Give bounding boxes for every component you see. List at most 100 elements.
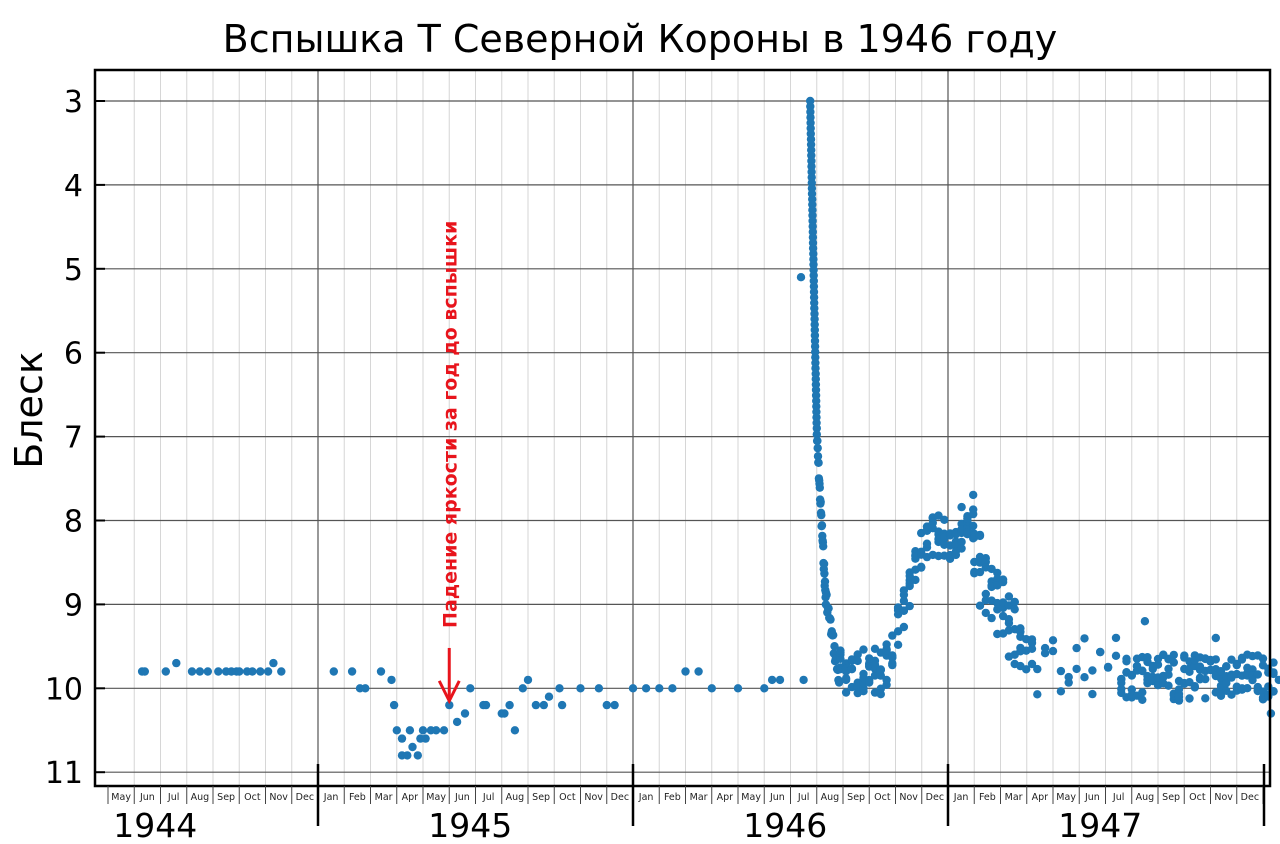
data-point: [140, 667, 149, 676]
data-point: [957, 502, 966, 512]
data-point: [963, 514, 972, 523]
data-point: [1164, 670, 1173, 679]
data-point: [951, 550, 961, 560]
data-point: [882, 680, 891, 689]
data-point: [847, 664, 857, 673]
month-label: Jan: [323, 792, 339, 803]
month-label: Aug: [821, 792, 840, 803]
data-point: [361, 684, 370, 693]
data-point: [816, 497, 825, 507]
data-point: [911, 575, 920, 585]
month-label: Feb: [664, 792, 681, 803]
data-point: [859, 645, 868, 654]
data-point: [187, 667, 197, 676]
data-point: [466, 684, 475, 693]
month-label: Oct: [559, 792, 576, 803]
month-label: Sep: [532, 792, 550, 803]
data-point: [421, 734, 430, 743]
data-point: [893, 640, 903, 649]
data-point: [452, 717, 462, 727]
month-label: Dec: [296, 792, 314, 803]
data-point: [1056, 687, 1066, 696]
y-tick-label: 11: [45, 756, 83, 791]
data-point: [518, 684, 527, 693]
data-point: [829, 630, 838, 640]
data-point: [815, 483, 824, 492]
year-axis: 1944 1945 1946 1947: [113, 764, 1266, 844]
month-label: Jun: [1084, 792, 1100, 803]
data-point: [1138, 688, 1147, 697]
month-label: Mar: [1005, 792, 1023, 803]
data-point: [1201, 694, 1210, 703]
data-point: [439, 726, 449, 735]
data-point: [460, 709, 470, 718]
data-point: [1138, 666, 1147, 675]
data-point: [853, 650, 862, 659]
data-point: [830, 642, 839, 651]
data-point: [347, 667, 357, 676]
data-point: [899, 586, 909, 595]
data-point: [1072, 643, 1081, 653]
data-point: [256, 667, 265, 676]
data-point: [681, 667, 690, 676]
data-point: [853, 656, 862, 666]
month-label: Apr: [1032, 792, 1049, 803]
data-point: [1111, 633, 1121, 643]
annotation-arrow-head: [437, 680, 461, 705]
month-label: Nov: [584, 792, 603, 803]
data-point: [819, 542, 828, 551]
data-point: [1201, 674, 1210, 684]
month-label: Jul: [167, 792, 179, 803]
data-point: [820, 577, 830, 586]
y-tick-label: 8: [64, 505, 83, 540]
data-point: [812, 430, 821, 439]
data-point: [876, 665, 885, 675]
month-label: Aug: [191, 792, 210, 803]
data-point: [817, 521, 827, 530]
data-point: [905, 601, 914, 611]
data-point: [1140, 617, 1150, 626]
data-point: [841, 688, 851, 697]
data-point: [1111, 651, 1121, 660]
data-point: [1190, 683, 1200, 692]
data-point: [1222, 678, 1231, 688]
data-point: [799, 675, 808, 685]
data-point: [1033, 664, 1042, 674]
month-label: May: [111, 792, 131, 803]
data-point: [841, 674, 851, 683]
data-point: [594, 684, 604, 693]
data-point: [813, 436, 822, 445]
month-label: Sep: [217, 792, 235, 803]
data-point: [819, 559, 829, 569]
month-label: Feb: [349, 792, 366, 803]
month-label: Nov: [899, 792, 918, 803]
data-point: [981, 589, 990, 599]
data-point: [957, 544, 966, 553]
month-label: Sep: [1162, 792, 1180, 803]
data-point: [1080, 634, 1089, 643]
data-point: [922, 539, 932, 548]
data-point: [1169, 658, 1179, 667]
data-point: [888, 651, 897, 660]
data-point: [1056, 666, 1066, 676]
data-point: [263, 667, 273, 676]
month-label: May: [1056, 792, 1076, 803]
data-point: [510, 726, 520, 735]
data-point: [733, 684, 743, 693]
data-point: [975, 601, 985, 610]
data-point: [1243, 684, 1252, 693]
data-point: [1088, 666, 1097, 675]
year-label: 1944: [113, 806, 197, 844]
data-point: [539, 700, 548, 710]
month-label: Nov: [269, 792, 288, 803]
y-tick-label: 9: [64, 588, 83, 623]
data-point: [888, 659, 897, 668]
annotation-text: Падение яркости за год до вспышки: [439, 221, 461, 628]
data-point: [775, 675, 785, 685]
data-point: [1021, 665, 1031, 674]
data-point: [329, 667, 338, 676]
data-points: [137, 96, 1280, 760]
data-point: [1138, 695, 1147, 704]
month-label: Mar: [375, 792, 393, 803]
data-point: [1072, 664, 1081, 674]
